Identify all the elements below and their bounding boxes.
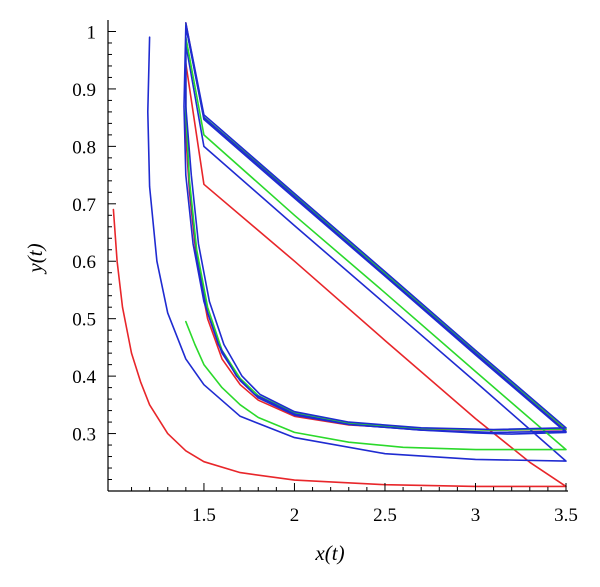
y-tick-label: 0.4 [72, 367, 96, 388]
y-axis-ticks: 0.3 0.4 0.5 0.6 0.7 0.8 0.9 1 [72, 22, 116, 481]
x-tick-label: 2.5 [373, 505, 397, 526]
x-tick-label: 2 [290, 505, 300, 526]
series-curve-3 [185, 23, 567, 451]
y-tick-label: 0.5 [72, 310, 96, 331]
x-tick-label: 3.5 [554, 505, 578, 526]
y-tick-label: 0.6 [72, 252, 96, 273]
curves-layer [112, 22, 567, 488]
y-axis-title: y(t) [23, 243, 47, 274]
y-tick-label: 0.9 [72, 80, 96, 101]
x-axis-title: x(t) [314, 541, 344, 565]
x-axis-ticks: 1.5 2 2.5 3 3.5 [131, 483, 578, 526]
y-tick-label: 0.7 [72, 195, 96, 216]
y-tick-label: 0.8 [72, 137, 96, 158]
series-curve-4 [183, 22, 567, 434]
x-tick-label: 1.5 [192, 505, 216, 526]
y-tick-label: 0.3 [72, 425, 96, 446]
y-tick-label: 1 [87, 22, 97, 43]
x-tick-label: 3 [471, 505, 481, 526]
